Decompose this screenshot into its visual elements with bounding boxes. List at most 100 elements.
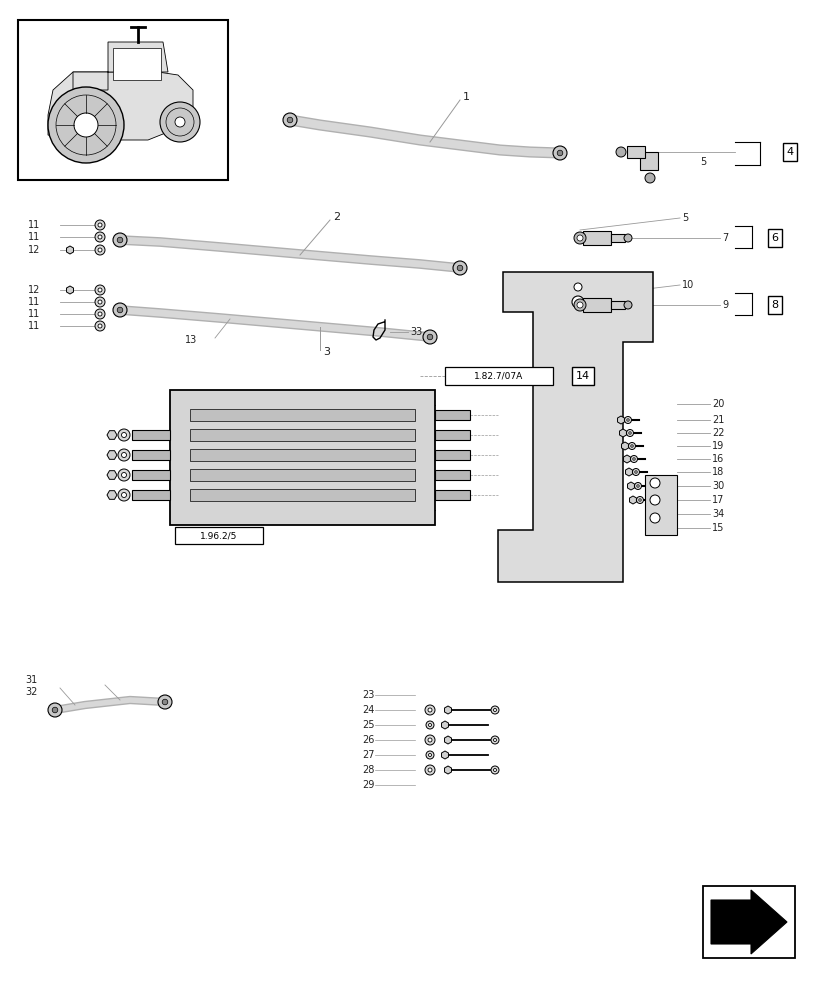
Text: 30: 30	[711, 481, 724, 491]
Circle shape	[425, 721, 433, 729]
Bar	[170, 390, 434, 525]
Circle shape	[638, 499, 640, 501]
Bar	[434, 410, 470, 420]
Bar	[639, 152, 657, 170]
Circle shape	[74, 113, 98, 137]
Circle shape	[95, 285, 105, 295]
Text: 7: 7	[721, 233, 728, 243]
Text: 2: 2	[332, 212, 340, 222]
Text: 20: 20	[711, 399, 724, 409]
Bar	[131, 450, 170, 460]
Bar	[189, 489, 414, 501]
Circle shape	[490, 706, 499, 714]
Bar	[444, 367, 552, 385]
Text: 11: 11	[28, 297, 41, 307]
Bar	[610, 234, 624, 242]
Bar	[189, 449, 414, 461]
Circle shape	[626, 419, 629, 421]
Text: 11: 11	[28, 321, 41, 331]
Circle shape	[48, 87, 124, 163]
Circle shape	[117, 307, 122, 313]
Bar	[582, 231, 610, 245]
Circle shape	[98, 324, 102, 328]
Polygon shape	[444, 736, 451, 744]
Circle shape	[428, 708, 432, 712]
Circle shape	[624, 301, 631, 309]
Bar	[189, 469, 414, 481]
Bar	[644, 475, 676, 535]
Circle shape	[576, 302, 582, 308]
Circle shape	[95, 321, 105, 331]
Circle shape	[95, 297, 105, 307]
Circle shape	[118, 489, 130, 501]
Circle shape	[493, 768, 496, 772]
Text: 12: 12	[28, 245, 41, 255]
Text: 16: 16	[711, 454, 724, 464]
Circle shape	[557, 150, 562, 156]
Text: 12: 12	[28, 285, 41, 295]
Polygon shape	[444, 766, 451, 774]
Circle shape	[427, 334, 433, 340]
Text: 14: 14	[576, 371, 590, 381]
Circle shape	[98, 248, 102, 252]
Circle shape	[117, 237, 122, 243]
Circle shape	[283, 113, 297, 127]
Text: 15: 15	[711, 523, 724, 533]
Text: 25: 25	[361, 720, 374, 730]
Bar	[434, 470, 470, 480]
Polygon shape	[107, 431, 117, 439]
Bar	[174, 527, 263, 544]
Circle shape	[649, 478, 659, 488]
Circle shape	[98, 223, 102, 227]
Bar	[189, 409, 414, 421]
Circle shape	[632, 468, 638, 476]
Bar	[702, 886, 794, 958]
Circle shape	[95, 245, 105, 255]
Circle shape	[493, 708, 496, 711]
Bar	[434, 430, 470, 440]
Circle shape	[493, 738, 496, 741]
Text: 29: 29	[361, 780, 374, 790]
Bar	[131, 490, 170, 500]
Circle shape	[573, 299, 586, 311]
Text: 4: 4	[786, 147, 792, 157]
Circle shape	[552, 146, 566, 160]
Circle shape	[118, 429, 130, 441]
Text: 1: 1	[462, 92, 470, 102]
Text: 21: 21	[711, 415, 724, 425]
Text: 5: 5	[681, 213, 687, 223]
Bar	[131, 470, 170, 480]
Polygon shape	[619, 429, 626, 437]
Polygon shape	[621, 442, 628, 450]
Polygon shape	[66, 246, 74, 254]
Polygon shape	[66, 286, 74, 294]
Circle shape	[122, 473, 127, 478]
Text: 33: 33	[409, 327, 422, 337]
Circle shape	[649, 513, 659, 523]
Bar	[626, 146, 644, 158]
Circle shape	[633, 483, 641, 489]
Circle shape	[615, 147, 625, 157]
Circle shape	[424, 705, 434, 715]
Polygon shape	[629, 496, 636, 504]
Text: 1.96.2/5: 1.96.2/5	[200, 532, 237, 540]
Circle shape	[48, 703, 62, 717]
Circle shape	[630, 445, 633, 447]
Text: 19: 19	[711, 441, 724, 451]
Circle shape	[428, 754, 431, 756]
Polygon shape	[441, 721, 448, 729]
Text: 32: 32	[25, 687, 37, 697]
Text: 24: 24	[361, 705, 374, 715]
Polygon shape	[441, 751, 448, 759]
Text: 31: 31	[25, 675, 37, 685]
Bar	[112, 48, 160, 80]
Text: 28: 28	[361, 765, 374, 775]
Circle shape	[649, 495, 659, 505]
Circle shape	[98, 312, 102, 316]
Bar	[582, 298, 610, 312]
Circle shape	[118, 469, 130, 481]
Circle shape	[122, 492, 127, 497]
Circle shape	[424, 765, 434, 775]
Polygon shape	[107, 451, 117, 459]
Circle shape	[573, 232, 586, 244]
